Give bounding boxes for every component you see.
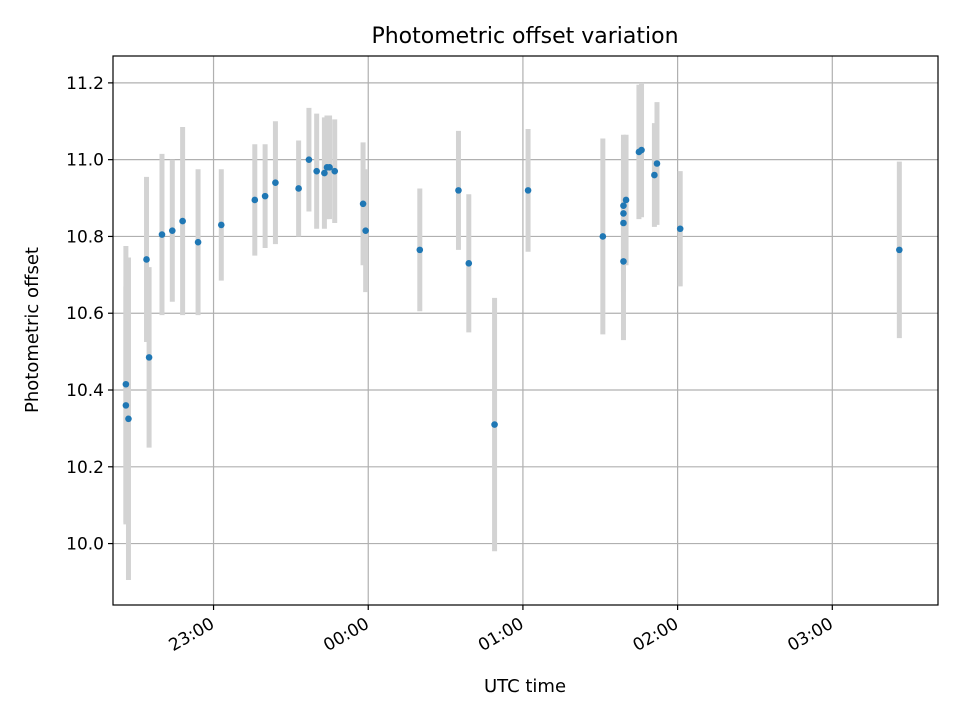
- data-point: [145, 354, 153, 361]
- chart-title: Photometric offset variation: [371, 24, 678, 49]
- data-point: [620, 258, 627, 265]
- data-point: [651, 171, 658, 179]
- data-point: [620, 210, 627, 217]
- data-point: [321, 169, 328, 177]
- data-point: [217, 221, 225, 229]
- data-point: [179, 217, 186, 225]
- data-point: [491, 421, 498, 428]
- data-point: [143, 256, 150, 263]
- data-point: [676, 225, 684, 233]
- y-tick-label: 10.4: [66, 381, 104, 401]
- x-axis-label: UTC time: [484, 676, 566, 697]
- data-point: [622, 196, 630, 204]
- y-axis-label: Photometric offset: [22, 247, 43, 413]
- y-tick-label: 10.6: [66, 304, 104, 324]
- grid: [113, 56, 938, 605]
- data-points: [122, 146, 903, 428]
- data-point: [416, 246, 424, 254]
- data-point: [653, 160, 661, 167]
- data-point: [896, 246, 903, 254]
- data-point: [620, 202, 627, 210]
- data-point: [305, 156, 313, 163]
- data-point: [158, 231, 166, 238]
- data-point: [638, 146, 645, 154]
- data-point: [524, 187, 532, 194]
- data-point: [362, 227, 369, 234]
- data-point: [251, 196, 259, 204]
- data-point: [331, 167, 339, 175]
- data-point: [599, 233, 607, 240]
- y-tick-label: 10.0: [66, 535, 104, 555]
- data-point: [272, 179, 279, 186]
- data-point: [168, 227, 176, 234]
- data-point: [465, 260, 473, 267]
- data-point: [620, 219, 627, 227]
- y-tick-label: 11.2: [66, 74, 104, 94]
- data-point: [313, 167, 320, 175]
- data-point: [455, 187, 462, 194]
- y-tick-label: 10.2: [66, 458, 104, 478]
- data-point: [122, 402, 130, 409]
- data-point: [261, 192, 269, 200]
- data-point: [125, 415, 132, 423]
- data-point: [326, 164, 333, 171]
- data-point: [359, 200, 367, 208]
- data-point: [122, 380, 130, 388]
- plot-frame: [112, 55, 939, 606]
- y-tick-label: 10.8: [66, 227, 104, 247]
- y-tick-label: 11.0: [66, 151, 104, 171]
- data-point: [295, 185, 302, 192]
- data-point: [194, 238, 202, 246]
